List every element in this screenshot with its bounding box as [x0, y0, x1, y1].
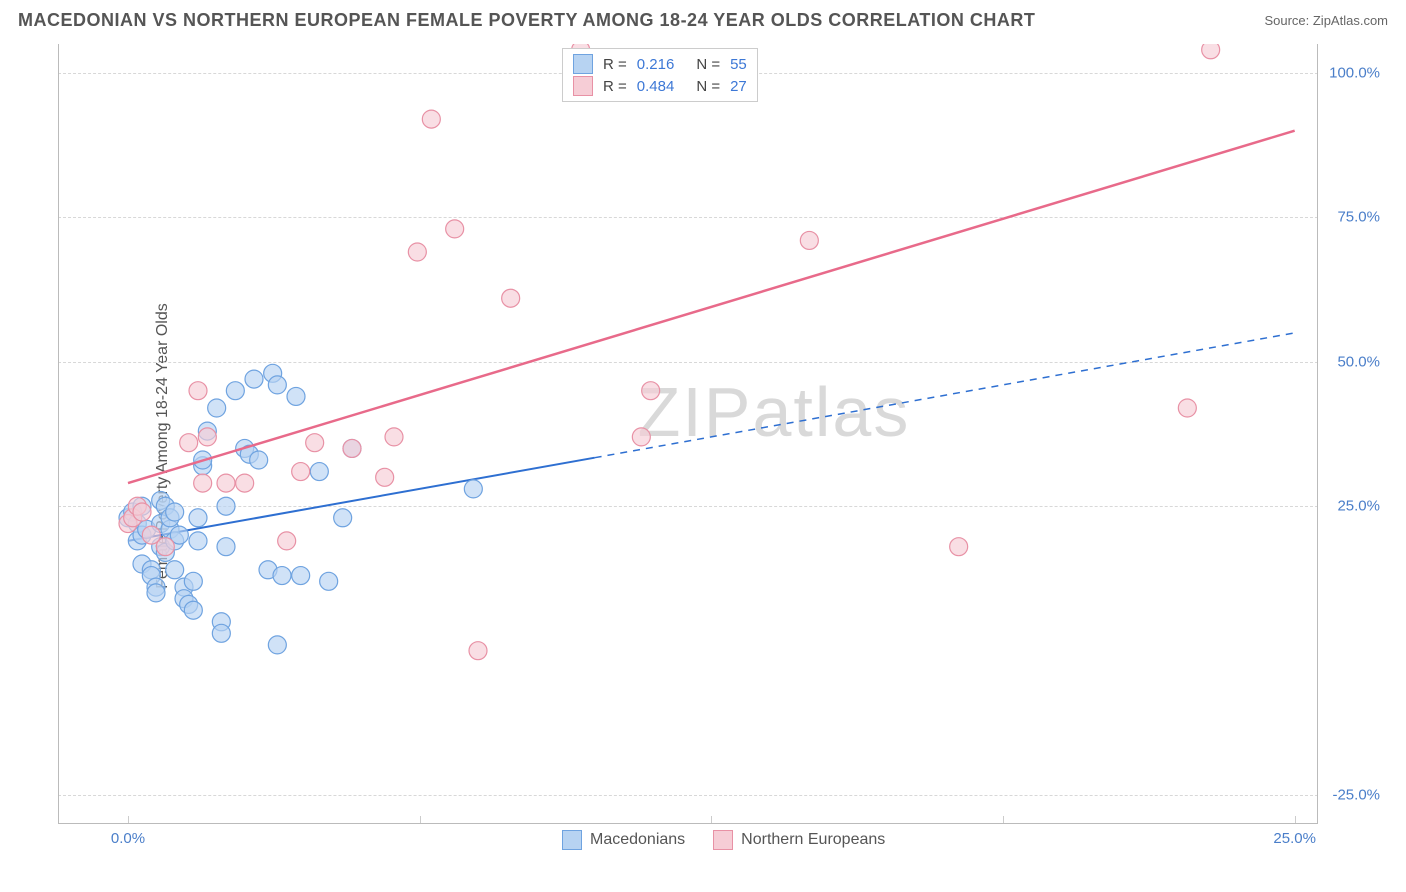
data-point: [464, 480, 482, 498]
data-point: [385, 428, 403, 446]
y-tick-label: 100.0%: [1329, 64, 1380, 81]
data-point: [147, 584, 165, 602]
data-point: [469, 642, 487, 660]
data-point: [310, 463, 328, 481]
legend-swatch: [713, 830, 733, 850]
legend-n-label: N =: [696, 56, 720, 73]
data-point: [334, 509, 352, 527]
data-point: [180, 434, 198, 452]
legend-item: Northern Europeans: [713, 830, 885, 850]
data-point: [250, 451, 268, 469]
legend-n-label: N =: [696, 78, 720, 95]
y-tick-label: -25.0%: [1332, 787, 1380, 804]
data-point: [273, 567, 291, 585]
source-text: Source: ZipAtlas.com: [1264, 13, 1388, 28]
data-point: [156, 538, 174, 556]
data-point: [950, 538, 968, 556]
data-point: [184, 601, 202, 619]
data-point: [502, 289, 520, 307]
data-point: [446, 220, 464, 238]
data-point: [189, 532, 207, 550]
data-point: [408, 243, 426, 261]
legend-r-value: 0.216: [637, 56, 675, 73]
data-point: [268, 636, 286, 654]
chart-title: MACEDONIAN VS NORTHERN EUROPEAN FEMALE P…: [18, 10, 1035, 31]
legend-r-value: 0.484: [637, 78, 675, 95]
trend-line-1: [128, 131, 1295, 483]
data-point: [800, 231, 818, 249]
data-point: [306, 434, 324, 452]
data-point: [226, 382, 244, 400]
legend-label: Macedonians: [590, 831, 685, 849]
data-point: [184, 572, 202, 590]
data-point: [217, 497, 235, 515]
scatter-svg: [58, 44, 1318, 824]
data-point: [343, 439, 361, 457]
y-tick-label: 50.0%: [1337, 353, 1380, 370]
data-point: [212, 624, 230, 642]
data-point: [217, 538, 235, 556]
data-point: [166, 503, 184, 521]
legend-swatch: [573, 76, 593, 96]
data-point: [268, 376, 286, 394]
data-point: [194, 474, 212, 492]
data-point: [1202, 44, 1220, 59]
data-point: [166, 561, 184, 579]
legend-n-value: 55: [730, 56, 747, 73]
legend-r-label: R =: [603, 78, 627, 95]
data-point: [292, 567, 310, 585]
x-tick-label: 0.0%: [111, 830, 145, 847]
data-point: [287, 387, 305, 405]
data-point: [189, 382, 207, 400]
data-point: [1178, 399, 1196, 417]
y-tick-label: 75.0%: [1337, 209, 1380, 226]
data-point: [632, 428, 650, 446]
data-point: [292, 463, 310, 481]
data-point: [217, 474, 235, 492]
legend-swatch: [573, 54, 593, 74]
data-point: [208, 399, 226, 417]
data-point: [278, 532, 296, 550]
data-point: [198, 428, 216, 446]
data-point: [133, 503, 151, 521]
legend-label: Northern Europeans: [741, 831, 885, 849]
data-point: [376, 468, 394, 486]
correlation-legend: R = 0.216 N = 55 R = 0.484 N = 27: [562, 48, 758, 102]
legend-item: Macedonians: [562, 830, 685, 850]
data-point: [642, 382, 660, 400]
legend-r-label: R =: [603, 56, 627, 73]
data-point: [236, 474, 254, 492]
data-point: [245, 370, 263, 388]
data-point: [189, 509, 207, 527]
x-tick-label: 25.0%: [1273, 830, 1316, 847]
y-tick-label: 25.0%: [1337, 498, 1380, 515]
data-point: [422, 110, 440, 128]
legend-swatch: [562, 830, 582, 850]
legend-n-value: 27: [730, 78, 747, 95]
data-point: [320, 572, 338, 590]
chart-area: -25.0%25.0%50.0%75.0%100.0%0.0%25.0%ZIPa…: [58, 44, 1388, 854]
trend-line-dashed-0: [595, 333, 1295, 458]
series-legend: Macedonians Northern Europeans: [562, 830, 885, 850]
